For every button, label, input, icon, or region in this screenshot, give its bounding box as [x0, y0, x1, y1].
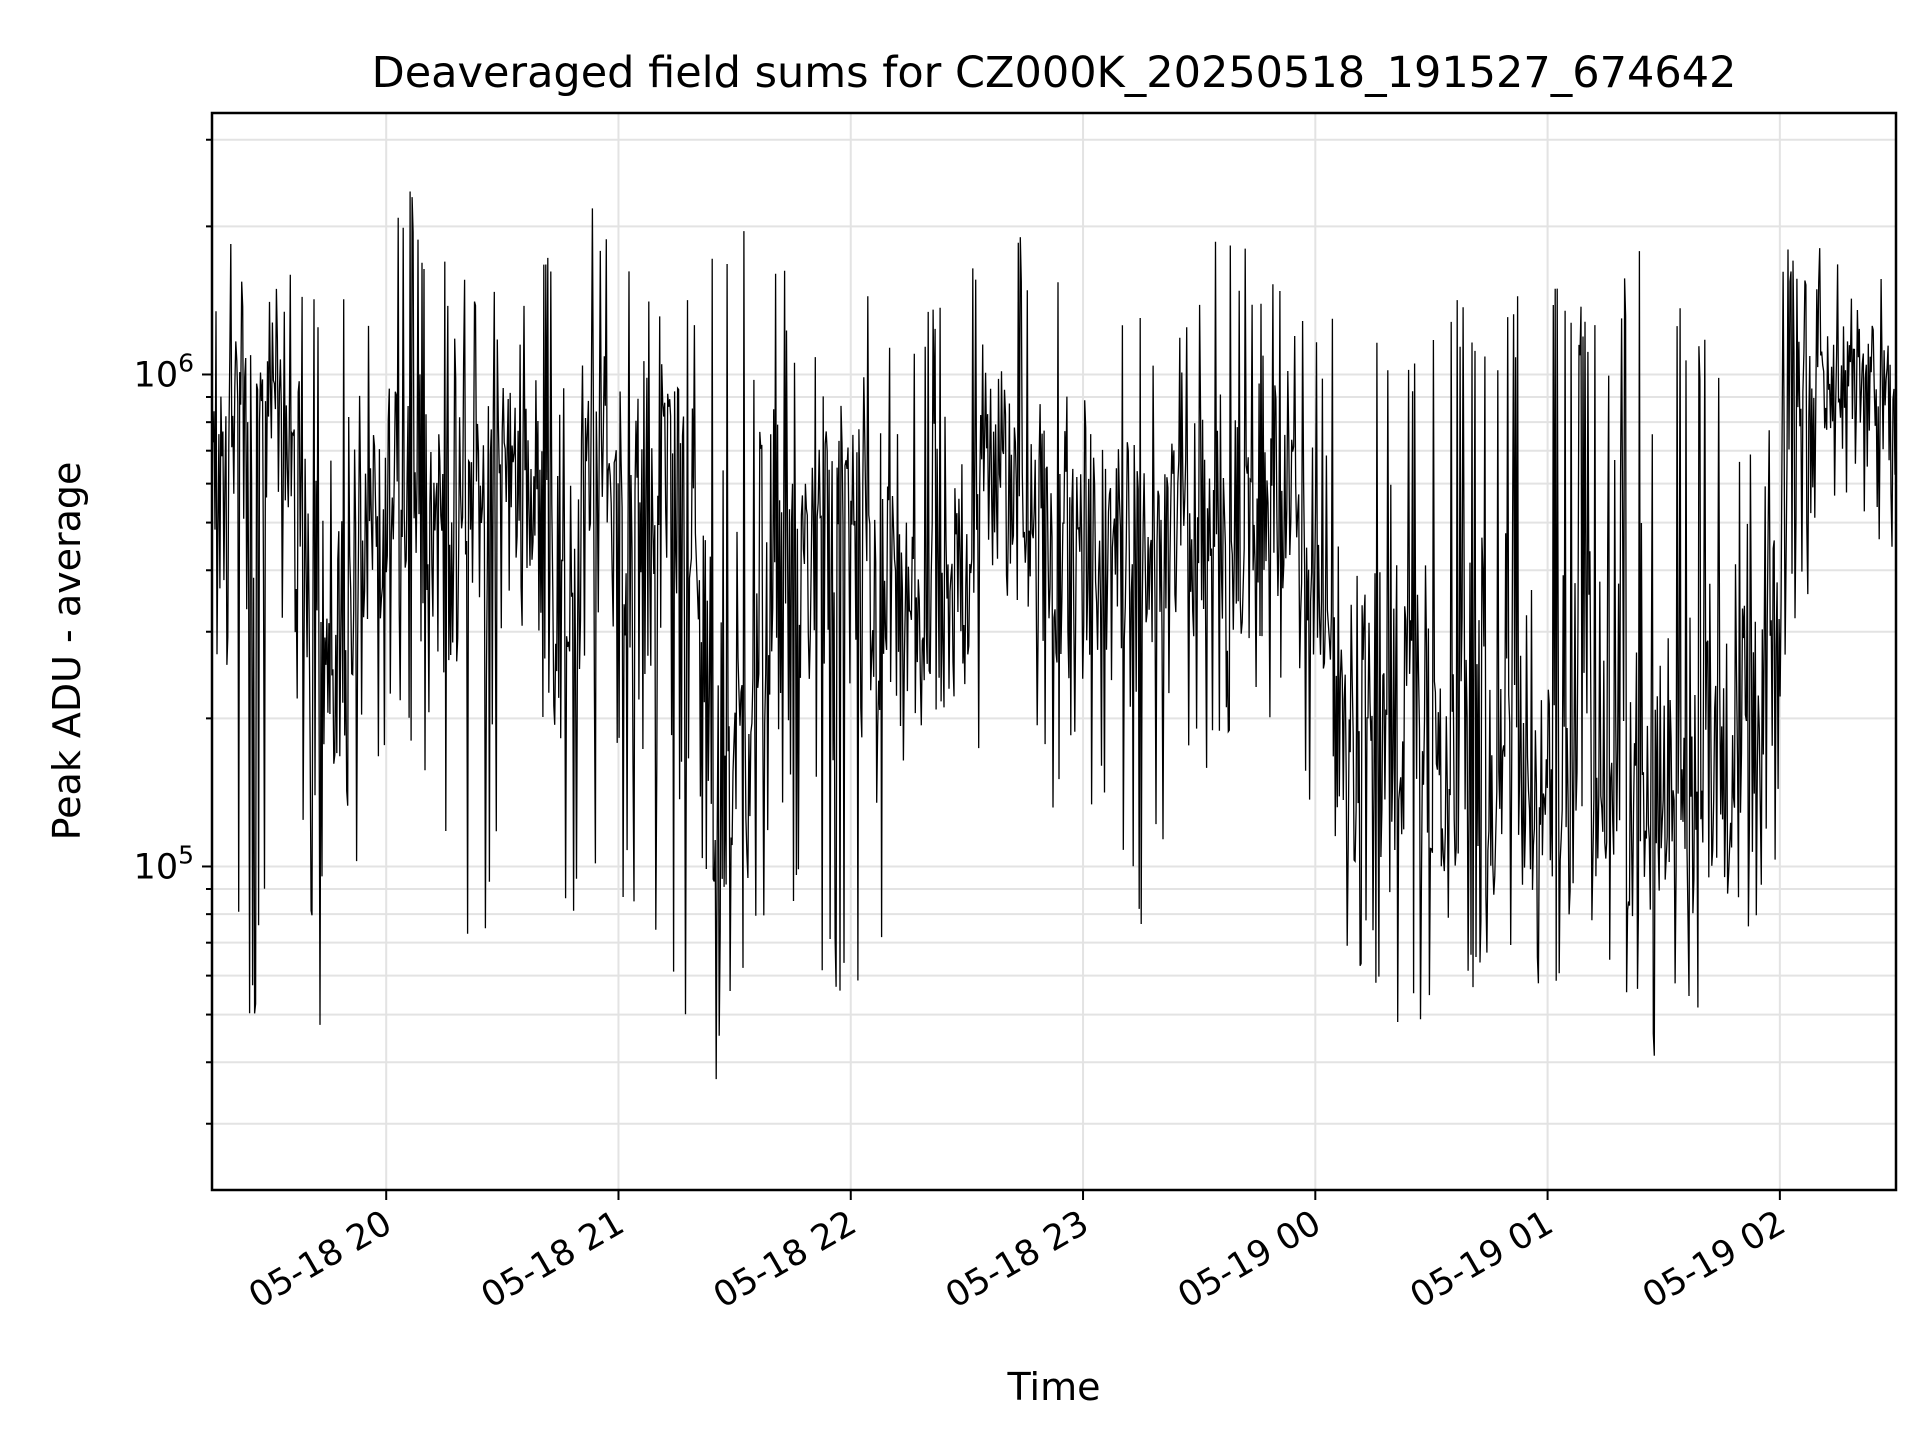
chart-title: Deaveraged field sums for CZ000K_2025051…	[372, 48, 1737, 98]
data-series	[211, 191, 1897, 1080]
x-axis-label: Time	[1007, 1365, 1101, 1409]
y-tick-label: 106	[134, 348, 194, 395]
plot-frame	[210, 111, 1898, 1192]
series-line	[211, 191, 1897, 1080]
y-tick-label: 105	[134, 840, 194, 887]
y-axis-label: Peak ADU - average	[45, 462, 89, 841]
y-axis: 105 106	[134, 138, 212, 1125]
